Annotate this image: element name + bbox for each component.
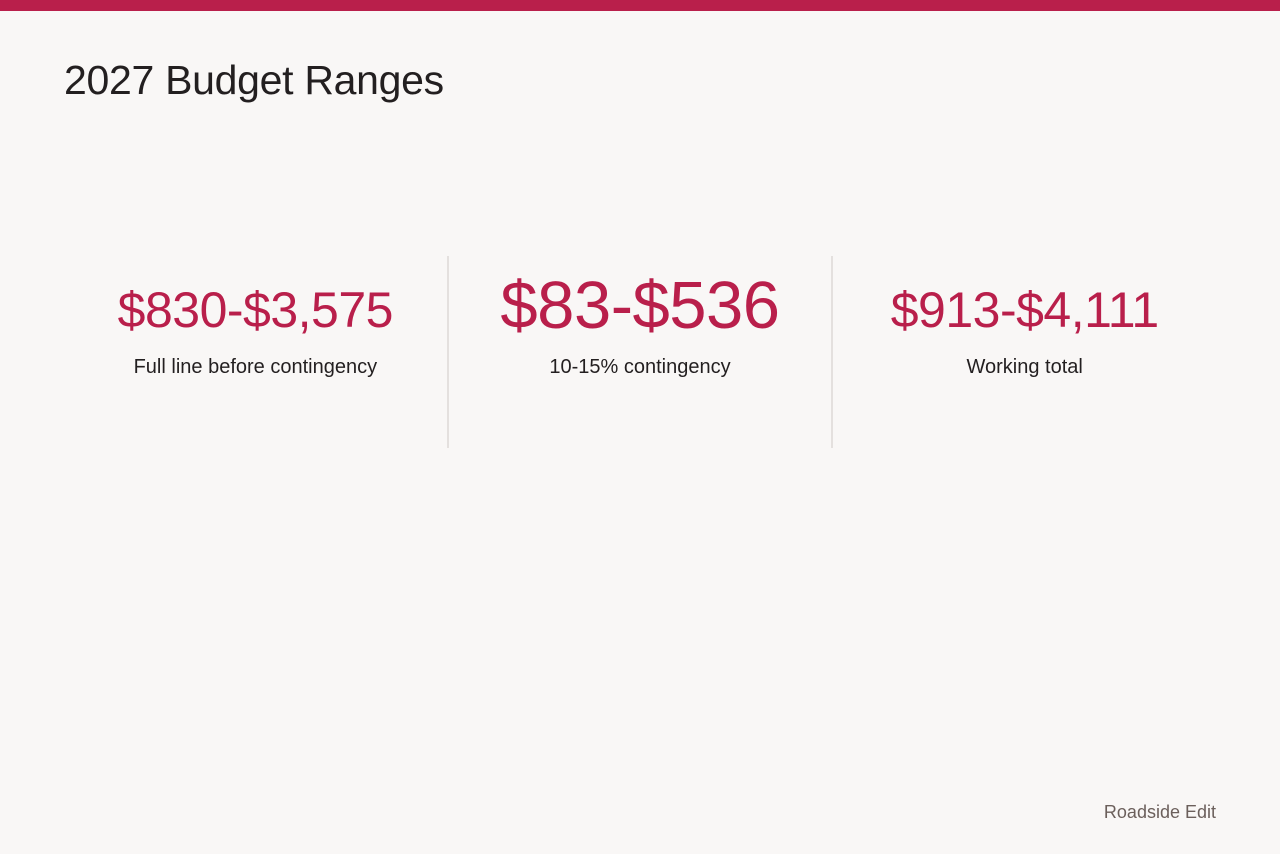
accent-top-bar (0, 0, 1280, 11)
stat-working-total: $913-$4,111 Working total (831, 256, 1216, 448)
stat-value: $83-$536 (500, 268, 780, 343)
stat-label: Working total (966, 356, 1083, 378)
stat-full-line: $830-$3,575 Full line before contingency (64, 256, 447, 448)
footer-brand: Roadside Edit (1103, 802, 1216, 822)
stat-label: 10-15% contingency (549, 356, 731, 378)
stat-value: $830-$3,575 (117, 282, 394, 338)
budget-stats: $830-$3,575 Full line before contingency… (64, 256, 1216, 448)
page-title: 2027 Budget Ranges (64, 57, 444, 103)
stat-value: $913-$4,111 (890, 282, 1159, 338)
stat-contingency: $83-$536 10-15% contingency (446, 256, 832, 448)
stat-label: Full line before contingency (133, 356, 378, 378)
